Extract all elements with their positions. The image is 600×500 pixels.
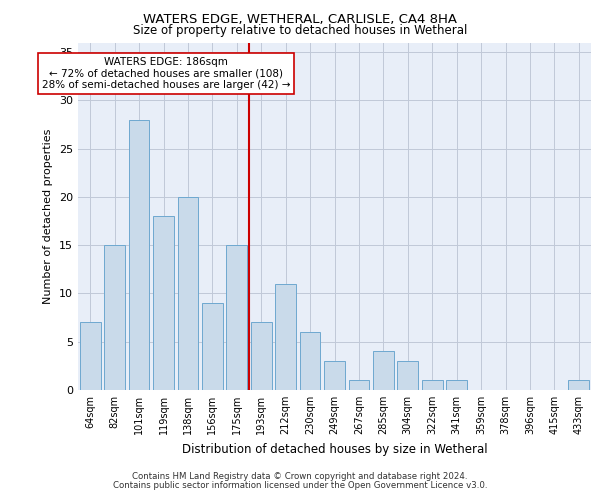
Text: Contains public sector information licensed under the Open Government Licence v3: Contains public sector information licen… xyxy=(113,481,487,490)
Bar xyxy=(275,284,296,390)
Bar xyxy=(373,352,394,390)
Text: Size of property relative to detached houses in Wetheral: Size of property relative to detached ho… xyxy=(133,24,467,37)
Bar xyxy=(80,322,101,390)
Bar xyxy=(251,322,272,390)
Bar xyxy=(422,380,443,390)
Bar xyxy=(178,197,199,390)
Bar xyxy=(324,361,345,390)
Bar xyxy=(299,332,320,390)
Bar xyxy=(446,380,467,390)
Bar xyxy=(104,245,125,390)
X-axis label: Distribution of detached houses by size in Wetheral: Distribution of detached houses by size … xyxy=(182,442,487,456)
Bar xyxy=(153,216,174,390)
Bar xyxy=(397,361,418,390)
Bar xyxy=(128,120,149,390)
Bar xyxy=(568,380,589,390)
Text: WATERS EDGE, WETHERAL, CARLISLE, CA4 8HA: WATERS EDGE, WETHERAL, CARLISLE, CA4 8HA xyxy=(143,12,457,26)
Bar xyxy=(226,245,247,390)
Y-axis label: Number of detached properties: Number of detached properties xyxy=(43,128,53,304)
Bar xyxy=(202,303,223,390)
Bar xyxy=(349,380,370,390)
Text: Contains HM Land Registry data © Crown copyright and database right 2024.: Contains HM Land Registry data © Crown c… xyxy=(132,472,468,481)
Text: WATERS EDGE: 186sqm
← 72% of detached houses are smaller (108)
28% of semi-detac: WATERS EDGE: 186sqm ← 72% of detached ho… xyxy=(41,57,290,90)
